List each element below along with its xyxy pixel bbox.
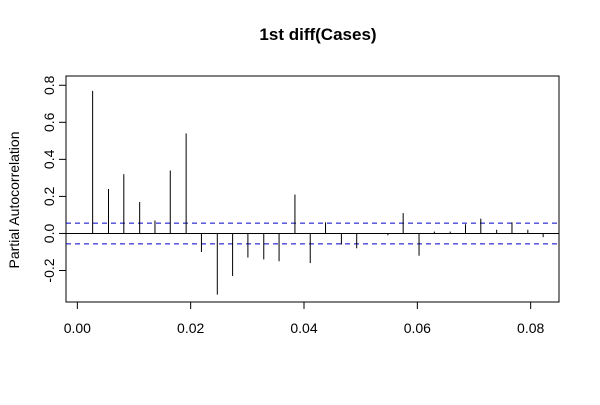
y-tick-label: 0.0 [41,224,57,244]
x-tick-label: 0.06 [404,320,431,336]
chart-title: 1st diff(Cases) [259,25,376,44]
plot-frame [65,75,560,303]
x-tick-label: 0.02 [177,320,204,336]
y-tick-label: 0.2 [41,186,57,206]
x-tick-label: 0.08 [517,320,544,336]
y-tick-label: 0.4 [41,149,57,169]
x-tick-label: 0.00 [64,320,91,336]
x-tick-label: 0.04 [290,320,317,336]
plot-layer: 0.00 0.02 0.04 0.06 0.08 -0.2 0.0 0.2 0.4 0.6 0.8 [41,75,560,336]
y-tick-label: 0.8 [41,75,57,95]
y-tick-label: -0.2 [41,258,57,282]
y-axis-label: Partial Autocorrelation [6,132,22,269]
y-tick-label: 0.6 [41,112,57,132]
